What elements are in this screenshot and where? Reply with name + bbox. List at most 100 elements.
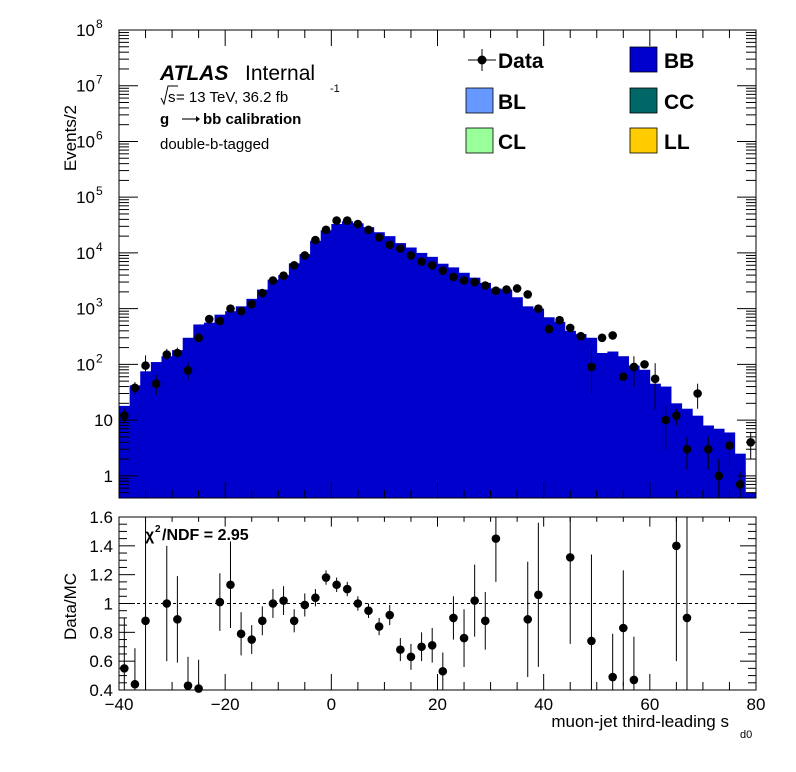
main-y-tick-base: 10 — [94, 411, 113, 430]
main-y-tick-label: 10 5 — [76, 184, 103, 207]
mc-bar — [607, 351, 619, 498]
data-point — [183, 366, 193, 375]
data-point — [236, 306, 246, 316]
legend-swatch-ll — [629, 127, 658, 154]
legend-entry-bb: BB — [629, 46, 694, 73]
mc-bar — [331, 224, 343, 498]
ratio-point — [459, 633, 469, 643]
data-point — [173, 348, 182, 358]
legend-label-cc: CC — [664, 91, 694, 114]
ratio-point — [321, 573, 331, 582]
ratio-point — [374, 622, 384, 631]
atlas-status-text: Internal — [245, 62, 315, 85]
data-point — [459, 276, 469, 285]
ratio-point — [608, 672, 617, 682]
ratio-y-tick-label: 1 — [104, 595, 113, 614]
ratio-y-tick-label: 1.4 — [89, 537, 113, 556]
mc-bar — [384, 236, 396, 498]
chi2-symbol: χ — [145, 527, 155, 544]
main-y-tick-exponent: 6 — [96, 128, 103, 142]
chi2-value: /NDF = 2.95 — [162, 527, 249, 544]
mc-bar — [564, 330, 576, 498]
ratio-y-axis-label: Data/MC — [61, 573, 80, 640]
ratio-point — [215, 597, 225, 607]
main-y-tick-exponent: 4 — [96, 240, 103, 254]
main-y-axis-label: Events/2 — [61, 105, 80, 171]
energy-lumi-label: s = 13 TeV, 36.2 fb -1 — [160, 83, 340, 106]
mc-bar — [405, 247, 417, 498]
data-point — [226, 304, 235, 313]
data-point — [650, 374, 660, 384]
mc-bar — [649, 383, 661, 498]
mc-stack-bars — [119, 221, 757, 499]
mc-bar — [193, 324, 205, 498]
ratio-point — [247, 635, 257, 644]
chi2-label: χ 2 /NDF = 2.95 — [145, 524, 249, 544]
ratio-point — [417, 642, 426, 652]
ratio-point — [480, 616, 490, 626]
ratio-point — [311, 593, 320, 603]
data-point — [427, 260, 437, 270]
mc-bar — [235, 306, 247, 498]
data-point — [587, 362, 596, 372]
data-point — [693, 389, 702, 398]
ratio-point — [258, 616, 267, 626]
ratio-point — [385, 610, 395, 620]
data-point — [470, 277, 479, 287]
main-y-tick-base: 10 — [76, 188, 95, 207]
legend-swatch-cl — [465, 127, 494, 154]
atlas-label: ATLAS Internal — [159, 62, 315, 85]
ratio-y-tick-label: 0.8 — [89, 623, 113, 642]
ratio-point — [438, 666, 448, 676]
ratio-y-tick-label: 1.2 — [89, 566, 113, 585]
mc-bar — [246, 298, 258, 498]
mc-bar — [416, 252, 428, 498]
data-point — [247, 299, 257, 309]
legend-swatch-cc — [629, 87, 658, 114]
data-point — [120, 411, 129, 420]
main-y-tick-base: 10 — [76, 132, 95, 151]
data-point — [353, 219, 363, 229]
ratio-y-tick-label: 1.6 — [89, 508, 113, 527]
mc-bar — [490, 288, 502, 498]
mc-bar — [617, 356, 629, 498]
ratio-point — [353, 599, 363, 608]
ratio-x-tick-label: 20 — [428, 695, 447, 714]
data-point — [396, 244, 405, 253]
x-axis-label: muon-jet third-leading s — [551, 712, 729, 731]
ratio-point — [470, 596, 479, 605]
data-point — [544, 324, 554, 334]
mc-bar — [203, 322, 215, 498]
ratio-point — [427, 641, 437, 650]
data-point — [332, 216, 341, 225]
mc-bar — [363, 227, 375, 498]
legend-label-ll: LL — [664, 131, 690, 154]
mc-bar — [511, 297, 523, 498]
energy-s: s — [168, 89, 176, 106]
mc-bar — [172, 350, 184, 498]
data-point — [576, 331, 586, 341]
data-point — [311, 235, 320, 245]
ratio-points — [120, 517, 692, 693]
mc-bar — [161, 356, 173, 498]
mc-bar — [257, 289, 269, 498]
mc-bar — [288, 263, 300, 498]
data-point — [502, 285, 511, 294]
ratio-point — [449, 613, 458, 623]
mc-bar — [575, 334, 587, 498]
legend-entry-bl: BL — [465, 87, 526, 114]
arrow-icon — [196, 116, 200, 122]
mc-bar — [214, 314, 226, 498]
ratio-y-tick-label: 0.6 — [89, 652, 113, 671]
main-y-tick-label: 10 7 — [76, 73, 103, 96]
data-point — [438, 266, 448, 275]
mc-bar — [745, 492, 757, 498]
legend-label-bl: BL — [498, 91, 526, 114]
data-point — [374, 233, 384, 242]
ratio-point — [173, 615, 182, 624]
ratio-point — [364, 606, 373, 616]
data-point — [534, 304, 543, 313]
data-point — [523, 290, 533, 299]
